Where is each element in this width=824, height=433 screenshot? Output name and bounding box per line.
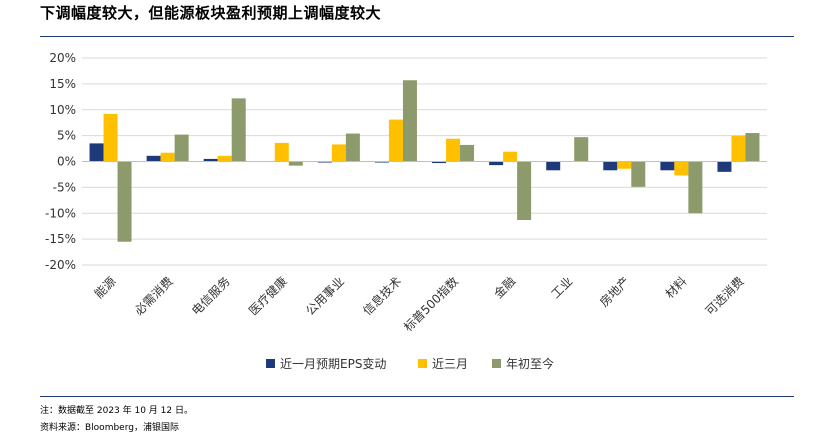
legend-swatch xyxy=(492,359,501,368)
bar xyxy=(660,161,675,171)
data-note: 注：数据截至 2023 年 10 月 12 日。 xyxy=(40,406,193,416)
y-tick-label: -20% xyxy=(45,258,76,272)
bar xyxy=(503,151,518,162)
legend-swatch xyxy=(418,359,427,368)
bar xyxy=(217,155,232,162)
y-tick-label: 10% xyxy=(49,103,76,117)
bar xyxy=(717,161,732,172)
source-note: 资料来源：Bloomberg，浦银国际 xyxy=(40,423,179,433)
bar xyxy=(460,144,475,162)
legend-label: 年初至今 xyxy=(506,356,554,371)
bar xyxy=(617,161,632,169)
bar xyxy=(388,119,403,162)
x-tick-label: 电信服务 xyxy=(188,274,233,319)
y-tick-label: 5% xyxy=(57,129,76,143)
legend-label: 近一月预期EPS变动 xyxy=(280,356,386,371)
x-tick-label: 材料 xyxy=(663,274,690,301)
bar xyxy=(203,158,218,162)
bar xyxy=(688,161,703,214)
bar xyxy=(489,161,504,166)
bar xyxy=(374,161,389,163)
chart: 20% 15% 10% 5% 0% -5% -10% -15% -20% 能源 必需消费 电信服务 医疗… xyxy=(45,51,767,371)
header-divider xyxy=(40,36,794,37)
bar xyxy=(288,161,303,166)
bar xyxy=(731,135,746,162)
bar xyxy=(574,137,589,162)
bar xyxy=(89,143,104,162)
bar xyxy=(402,80,417,162)
y-tick-label: 15% xyxy=(49,77,76,91)
bar xyxy=(274,142,289,162)
y-tick-label: 20% xyxy=(49,51,76,65)
bar xyxy=(174,134,189,162)
x-tick-label: 金融 xyxy=(491,274,519,302)
footer-divider xyxy=(40,396,794,397)
bar xyxy=(631,161,646,187)
x-tick-label: 能源 xyxy=(92,274,119,301)
bar xyxy=(317,161,332,163)
legend-layer: 近一月预期EPS变动 近三月 年初至今 xyxy=(266,356,554,371)
bar xyxy=(146,155,161,162)
bar xyxy=(331,144,346,162)
x-tick-label: 信息技术 xyxy=(360,274,405,319)
page-title: 下调幅度较大，但能源板块盈利预期上调幅度较大 xyxy=(40,4,382,22)
x-tick-label: 必需消费 xyxy=(132,274,176,318)
bar xyxy=(160,152,175,162)
bar-layer xyxy=(89,80,760,242)
x-tick-label: 工业 xyxy=(548,274,575,301)
bar xyxy=(432,161,447,164)
bar xyxy=(674,161,689,176)
bar xyxy=(345,133,360,162)
bar xyxy=(546,161,561,171)
x-tick-label: 标普500指数 xyxy=(400,274,461,335)
bar xyxy=(446,138,461,162)
x-tick-label: 医疗健康 xyxy=(245,274,290,319)
y-tick-label: -10% xyxy=(45,206,76,220)
x-tick-label: 公用事业 xyxy=(303,274,347,318)
y-tick-label: -15% xyxy=(45,232,76,246)
y-tick-label: 0% xyxy=(57,155,76,169)
bar xyxy=(603,161,618,171)
bar xyxy=(517,161,532,220)
bar xyxy=(117,161,132,242)
bar xyxy=(231,98,246,162)
y-tick-label: -5% xyxy=(53,180,76,194)
x-tick-label: 可选消费 xyxy=(703,274,747,318)
legend-label: 近三月 xyxy=(432,357,468,371)
legend-swatch xyxy=(266,359,275,368)
x-tick-label: 房地产 xyxy=(596,274,632,310)
bar xyxy=(103,113,118,162)
bar xyxy=(745,133,760,162)
